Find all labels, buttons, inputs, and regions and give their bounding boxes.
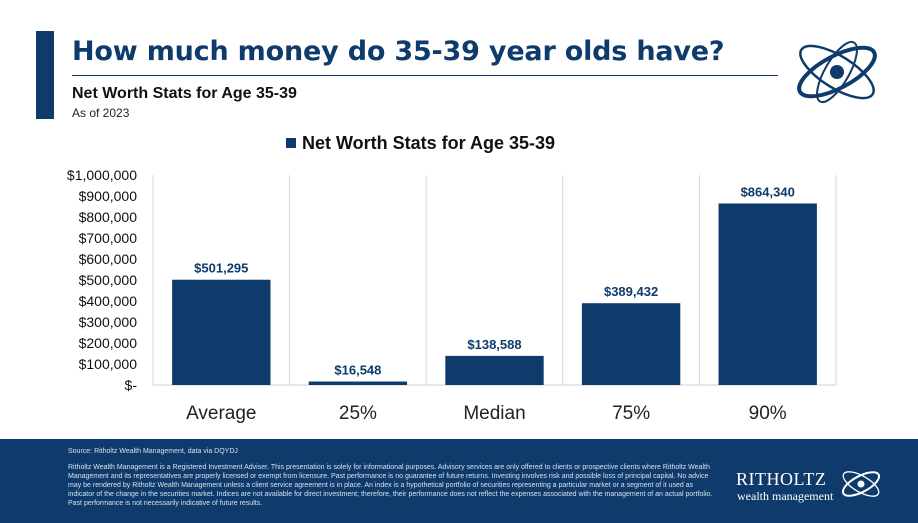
y-tick-label: $300,000 — [79, 314, 138, 330]
x-tick-label: 75% — [612, 403, 650, 424]
bar — [718, 203, 817, 385]
title-accent-bar — [36, 31, 54, 119]
brand-tagline: wealth management — [737, 489, 834, 503]
chart-legend: Net Worth Stats for Age 35-39 — [286, 133, 555, 153]
y-tick-label: $400,000 — [79, 293, 138, 309]
footer-atom-logo-icon — [841, 471, 881, 497]
bar — [445, 355, 544, 385]
as-of-date: As of 2023 — [72, 106, 130, 120]
y-tick-label: $200,000 — [79, 335, 138, 351]
legend-swatch — [286, 138, 296, 148]
y-tick-label: $700,000 — [79, 230, 138, 246]
y-tick-label: $1,000,000 — [67, 167, 137, 183]
bar — [172, 279, 271, 385]
y-tick-label: $800,000 — [79, 209, 138, 225]
bar — [581, 303, 681, 385]
brand-name: RITHOLTZ — [736, 469, 827, 489]
bar-data-label: $389,432 — [604, 284, 658, 299]
net-worth-chart: Net Worth Stats for Age 35-39 $- $100,000… — [67, 133, 837, 424]
y-tick-label: $- — [125, 377, 138, 393]
bar-data-label: $501,295 — [194, 261, 248, 276]
disclaimer-text: Ritholtz Wealth Management is a Register… — [68, 464, 713, 507]
bar-data-label: $864,340 — [741, 184, 795, 199]
y-tick-label: $600,000 — [79, 251, 138, 267]
footer: Source: Ritholtz Wealth Management, data… — [0, 439, 918, 523]
atom-orbit-logo-icon — [797, 40, 877, 104]
source-note: Source: Ritholtz Wealth Management, data… — [68, 448, 238, 455]
y-tick-label: $500,000 — [79, 272, 138, 288]
bar-data-label: $16,548 — [334, 363, 381, 378]
title-divider — [72, 75, 778, 76]
legend-label: Net Worth Stats for Age 35-39 — [302, 133, 555, 153]
page-title: How much money do 35-39 year olds have? — [72, 36, 725, 67]
x-tick-label: 25% — [339, 403, 377, 424]
x-tick-label: 90% — [749, 403, 787, 424]
x-tick-label: Median — [463, 403, 525, 424]
footer-brand-logo: RITHOLTZ wealth management — [736, 467, 886, 507]
page-subtitle: Net Worth Stats for Age 35-39 — [72, 85, 297, 102]
bar-data-label: $138,588 — [467, 337, 521, 352]
y-tick-label: $100,000 — [79, 356, 138, 372]
x-tick-label: Average — [186, 403, 256, 424]
bar — [308, 381, 408, 385]
y-tick-label: $900,000 — [79, 188, 138, 204]
